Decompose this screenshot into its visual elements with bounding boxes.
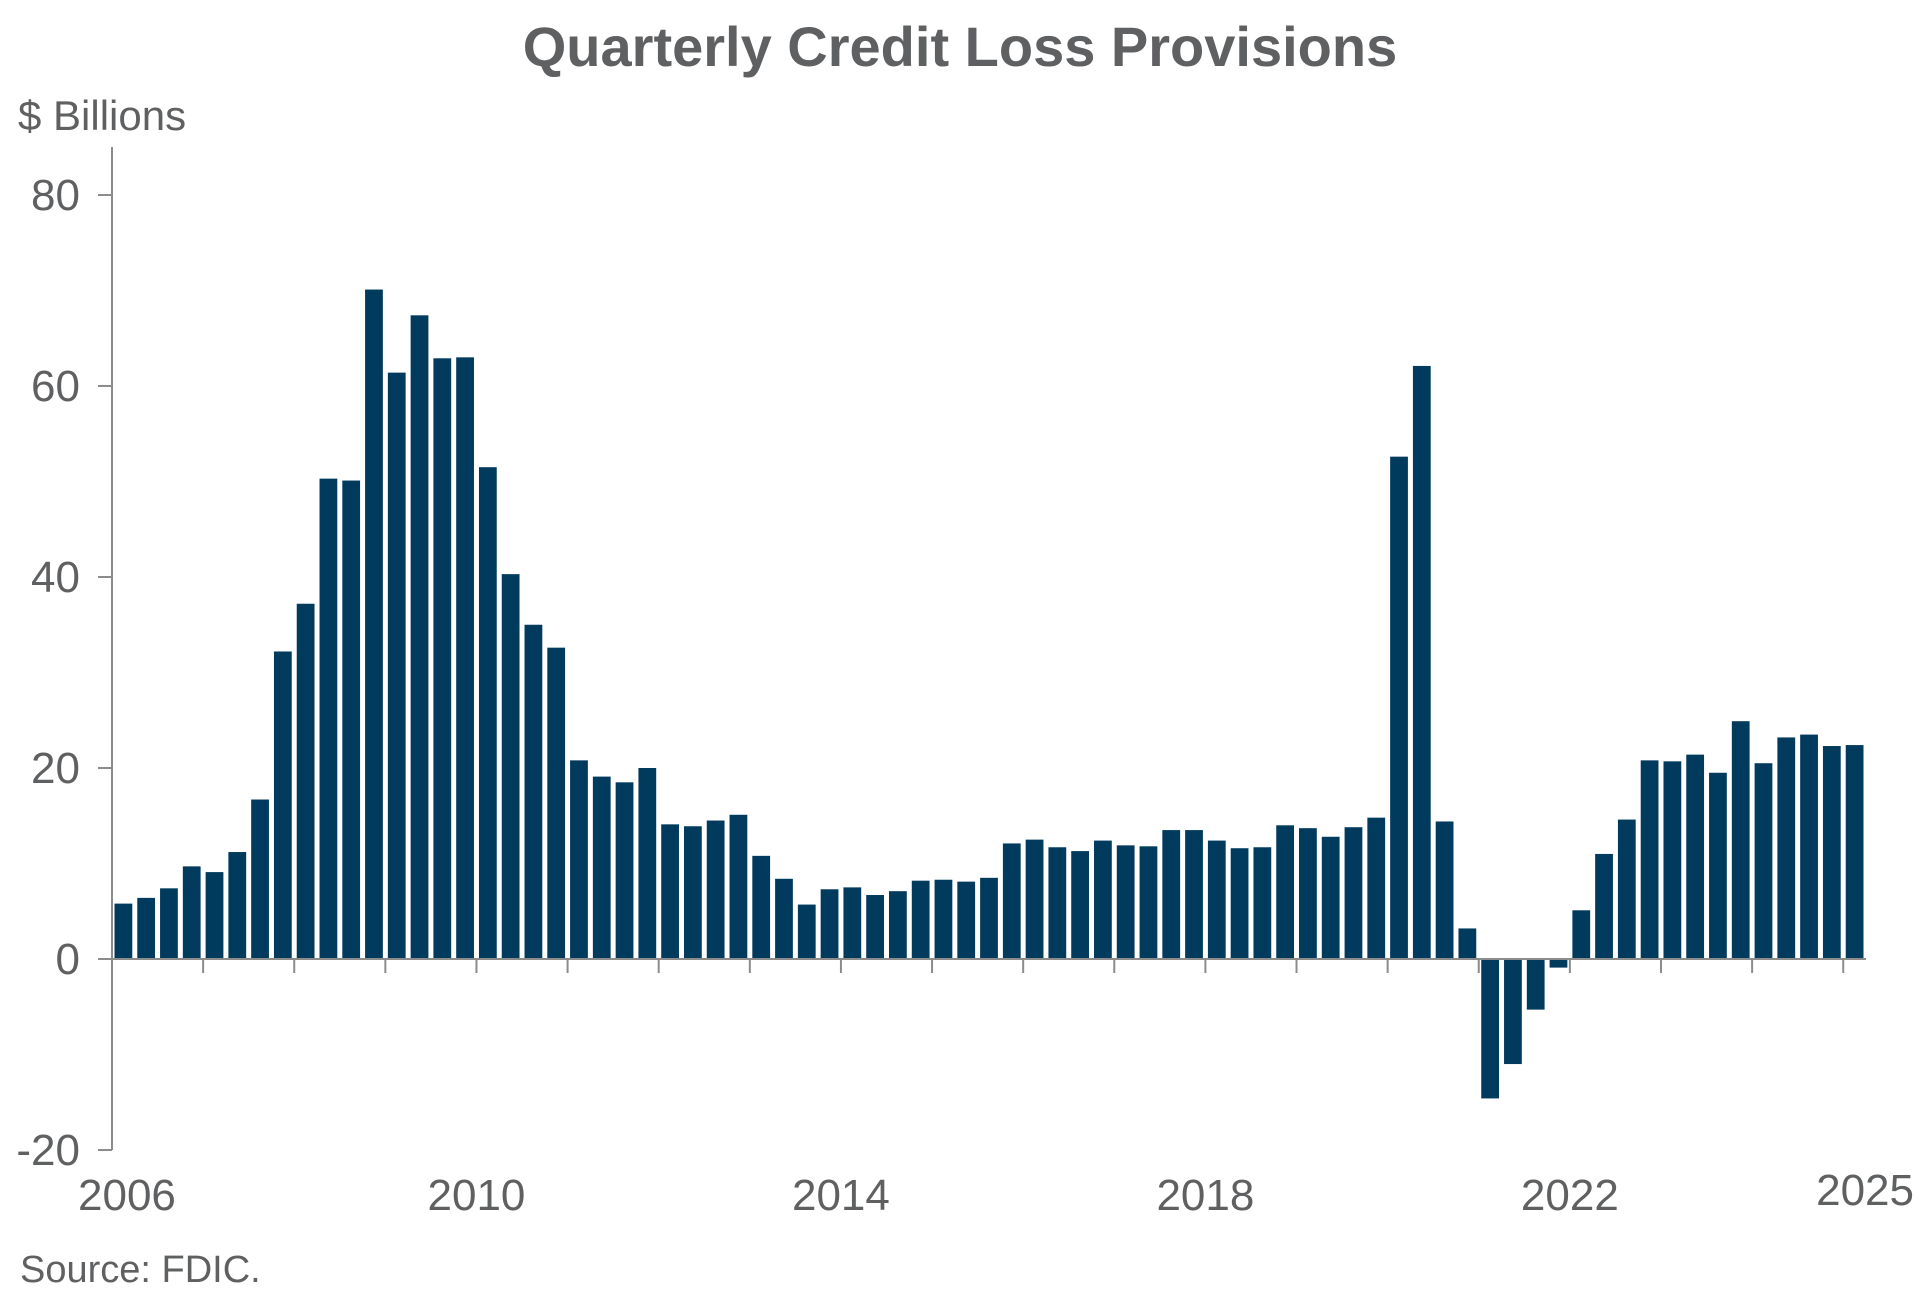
x-tick-label-2014: 2014 [792, 1171, 890, 1220]
bar-2022-q1 [1572, 910, 1591, 959]
bar-2011-q4 [638, 768, 657, 959]
chart-title: Quarterly Credit Loss Provisions [522, 15, 1398, 78]
bar-2017-q1 [1116, 845, 1135, 959]
bar-2012-q4 [729, 814, 748, 959]
bar-2014-q3 [889, 891, 907, 959]
bar-2015-q3 [980, 877, 998, 959]
bar-2008-q1 [296, 603, 315, 959]
bar-2023-q1 [1663, 761, 1682, 959]
bar-2021-q2 [1504, 959, 1522, 1065]
bar-2012-q1 [661, 824, 679, 959]
bar-2009-q4 [456, 357, 474, 960]
bar-2011-q1 [570, 760, 588, 959]
bar-2018-q2 [1230, 848, 1249, 959]
bar-2022-q4 [1640, 760, 1659, 959]
bar-2009-q1 [387, 372, 406, 959]
x-tick-label-2010: 2010 [428, 1171, 526, 1220]
bar-2018-q4 [1276, 825, 1295, 959]
bar-2013-q3 [797, 904, 816, 959]
bar-2008-q2 [319, 478, 338, 959]
bar-2017-q3 [1162, 830, 1181, 959]
bar-2021-q3 [1526, 959, 1545, 1010]
bar-2019-q1 [1299, 828, 1317, 959]
bar-2013-q1 [752, 855, 771, 959]
bar-2023-q3 [1709, 772, 1727, 959]
bar-2023-q4 [1731, 721, 1750, 959]
bar-2016-q2 [1048, 847, 1067, 959]
bar-2020-q4 [1458, 928, 1477, 959]
bar-2017-q2 [1139, 846, 1158, 959]
bar-2011-q3 [615, 782, 634, 959]
y-tick-label: 20 [31, 744, 80, 793]
x-axis-ticks: 2006 2010 2014 2018 2022 2025 [78, 959, 1914, 1220]
bar-2015-q1 [934, 879, 953, 959]
bar-2012-q3 [706, 820, 725, 959]
bar-2020-q1 [1390, 456, 1408, 959]
x-tick-label-2006: 2006 [78, 1171, 176, 1220]
y-tick-label: 80 [31, 171, 80, 220]
bar-2007-q3 [251, 799, 269, 959]
bar-2008-q4 [365, 289, 383, 959]
bar-2010-q1 [478, 467, 497, 959]
y-tick-label: 40 [31, 553, 80, 602]
x-tick-label-2022: 2022 [1521, 1171, 1619, 1220]
y-tick-label: -20 [16, 1126, 80, 1175]
bar-2024-q4 [1822, 746, 1841, 959]
bar-2014-q2 [866, 895, 884, 959]
bar-2019-q3 [1344, 827, 1363, 959]
bar-2024-q3 [1800, 734, 1818, 959]
x-tick-label-2025: 2025 [1816, 1166, 1914, 1215]
bar-2006-q1 [114, 903, 133, 959]
bar-2009-q3 [433, 358, 452, 959]
bar-2007-q1 [205, 872, 224, 959]
y-axis-ticks: 80 60 40 20 0 -20 [16, 171, 112, 1175]
bar-2013-q4 [820, 889, 839, 959]
bar-2010-q3 [524, 624, 543, 959]
bar-2006-q2 [137, 897, 156, 959]
bar-2006-q4 [182, 866, 201, 959]
bar-2006-q3 [160, 888, 178, 959]
bar-2018-q3 [1253, 847, 1272, 959]
bar-2021-q4 [1549, 959, 1568, 968]
bar-2015-q2 [957, 881, 976, 959]
bar-2019-q4 [1367, 817, 1386, 959]
bar-2022-q3 [1617, 819, 1636, 959]
x-tick-label-2018: 2018 [1156, 1171, 1254, 1220]
y-tick-label: 60 [31, 362, 80, 411]
bar-2016-q1 [1025, 839, 1044, 960]
bar-2020-q3 [1435, 821, 1454, 959]
bar-2013-q2 [775, 878, 793, 959]
bar-series [114, 289, 1864, 1099]
bar-2015-q4 [1002, 843, 1021, 959]
bar-2016-q3 [1071, 851, 1089, 959]
bar-2024-q1 [1754, 763, 1773, 959]
bar-2010-q2 [501, 574, 520, 959]
bar-2011-q2 [592, 776, 611, 959]
bar-2020-q2 [1412, 365, 1431, 959]
bar-2023-q2 [1686, 754, 1705, 959]
bar-2021-q1 [1481, 959, 1500, 1099]
bar-2018-q1 [1207, 840, 1226, 959]
bar-2009-q2 [410, 315, 429, 960]
bar-2010-q4 [547, 647, 566, 959]
bar-2019-q2 [1321, 836, 1340, 959]
y-tick-label: 0 [56, 935, 80, 984]
bar-2014-q4 [911, 880, 930, 959]
bar-2016-q4 [1094, 840, 1112, 959]
bar-2012-q2 [683, 826, 702, 959]
bar-2022-q2 [1595, 853, 1613, 959]
bar-2025-q1 [1845, 745, 1864, 959]
bar-2007-q2 [228, 852, 247, 959]
bar-2008-q3 [342, 480, 361, 959]
bar-2007-q4 [273, 651, 292, 959]
bar-2014-q1 [843, 887, 862, 960]
source-note: Source: FDIC. [20, 1249, 261, 1291]
bar-2024-q2 [1777, 737, 1796, 959]
bar-2017-q4 [1185, 830, 1203, 959]
y-axis-unit-label: $ Billions [18, 92, 186, 139]
